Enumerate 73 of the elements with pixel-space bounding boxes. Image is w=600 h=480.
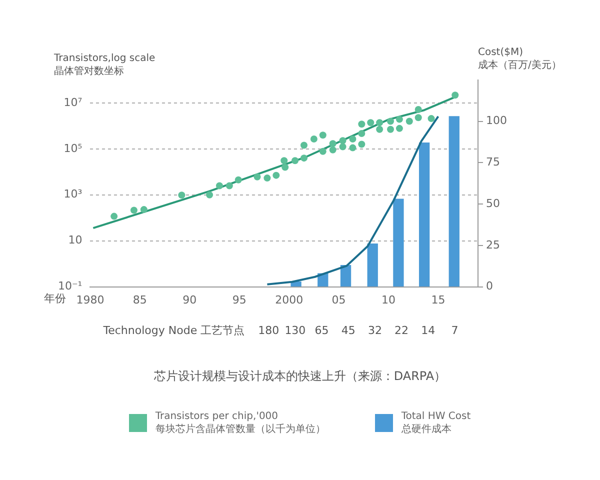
point bbox=[396, 116, 403, 123]
y2-tick-label: 100 bbox=[486, 114, 508, 128]
y-tick-label: 10 bbox=[68, 234, 82, 247]
point bbox=[226, 182, 233, 190]
text: 32 bbox=[368, 324, 382, 337]
text: 22 bbox=[394, 324, 409, 337]
point bbox=[349, 144, 356, 152]
point bbox=[358, 140, 366, 148]
point bbox=[376, 126, 384, 133]
x-tick-label: 95 bbox=[232, 293, 246, 306]
legend-label: Transistors per chip,'000 每块芯片含晶体管数量（以千为单位） bbox=[155, 410, 326, 436]
point bbox=[319, 132, 326, 139]
point bbox=[414, 114, 422, 122]
point bbox=[234, 176, 242, 184]
point bbox=[387, 118, 394, 125]
point bbox=[329, 146, 336, 154]
x-tick-label: 15 bbox=[431, 293, 446, 306]
text: 45 bbox=[341, 324, 356, 337]
point bbox=[358, 130, 366, 137]
point bbox=[396, 124, 403, 132]
point bbox=[376, 119, 384, 126]
point bbox=[282, 164, 289, 171]
y2-tick-label: 50 bbox=[486, 196, 500, 210]
point bbox=[414, 106, 422, 114]
point bbox=[339, 137, 346, 144]
y2-tick-label: 0 bbox=[486, 280, 494, 293]
x-tick-label: 1980 bbox=[76, 293, 104, 306]
x-tick-label: 2000 bbox=[275, 293, 304, 306]
point bbox=[300, 154, 308, 162]
point bbox=[140, 206, 148, 214]
point bbox=[280, 157, 288, 164]
point bbox=[452, 92, 459, 99]
point bbox=[216, 182, 223, 190]
point bbox=[310, 136, 318, 143]
y-tick-label: 10⁵ bbox=[64, 142, 82, 155]
point bbox=[264, 174, 271, 182]
point bbox=[300, 142, 308, 149]
y-tick-label: 10³ bbox=[64, 188, 82, 201]
point bbox=[130, 206, 138, 214]
x-tick-label: 85 bbox=[132, 293, 147, 306]
text: 7 bbox=[451, 324, 458, 337]
point bbox=[406, 118, 413, 125]
x-tick-label: 10 bbox=[382, 293, 396, 306]
y2-tick-label: 25 bbox=[486, 238, 500, 252]
point bbox=[339, 143, 346, 150]
x-tick-label: 90 bbox=[182, 293, 197, 306]
point bbox=[254, 173, 261, 180]
y2-axis-title: Cost($M) 成本（百万/美元） bbox=[478, 46, 562, 72]
y-tick-label: 10⁷ bbox=[64, 96, 82, 109]
legend-label: Total HW Cost 总硬件成本 bbox=[401, 410, 471, 436]
text: 130 bbox=[284, 324, 306, 337]
text: 14 bbox=[421, 324, 436, 337]
point bbox=[387, 126, 394, 133]
point bbox=[367, 119, 374, 126]
point bbox=[178, 192, 186, 199]
point bbox=[110, 212, 118, 220]
text: 180 bbox=[258, 324, 280, 337]
point bbox=[428, 115, 435, 122]
text: 芯片设计规模与设计成本的快速上升（来源：DARPA） bbox=[152, 368, 448, 385]
point bbox=[358, 120, 366, 128]
y2-tick-label: 75 bbox=[486, 156, 500, 169]
y-tick-label: 10⁻¹ bbox=[58, 280, 82, 293]
text: 65 bbox=[314, 324, 329, 337]
y-axis-title: Transistors,log scale 晶体管对数坐标 bbox=[54, 52, 156, 78]
text: Technology Node 工艺节点 bbox=[103, 324, 245, 337]
point bbox=[349, 136, 356, 143]
point bbox=[319, 148, 326, 155]
point bbox=[206, 191, 214, 198]
x-axis-title: 年份 bbox=[44, 292, 66, 305]
point bbox=[272, 172, 280, 179]
point bbox=[292, 157, 299, 164]
point bbox=[329, 140, 336, 148]
x-tick-label: 05 bbox=[332, 293, 346, 306]
